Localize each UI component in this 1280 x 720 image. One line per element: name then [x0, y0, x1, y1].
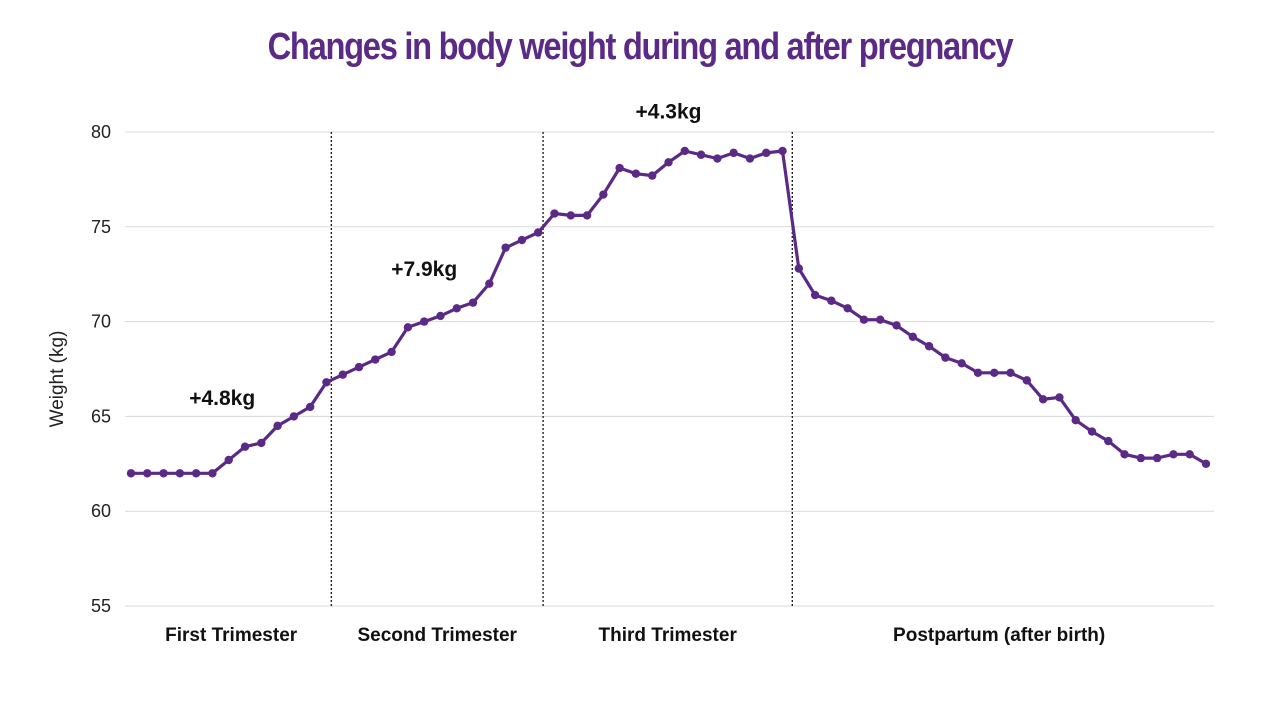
data-point [664, 158, 673, 167]
weight-line [129, 149, 1208, 475]
data-point [550, 209, 559, 218]
data-point [631, 169, 641, 178]
data-point [338, 370, 347, 379]
weight-gain-annotation: +7.9kg [391, 258, 457, 281]
data-point [305, 402, 315, 412]
data-point [599, 190, 608, 199]
data-point [387, 347, 396, 357]
data-point [1120, 450, 1129, 459]
data-point [680, 146, 689, 156]
data-point [485, 279, 494, 288]
data-point [843, 304, 852, 313]
data-point [501, 243, 510, 252]
data-point [1022, 376, 1032, 385]
data-point [1169, 450, 1178, 459]
data-point [566, 211, 575, 220]
data-point [696, 150, 706, 159]
data-point [827, 296, 836, 305]
phase-labels: First Trimester Second Trimester Third Tri… [165, 625, 1105, 646]
data-point [533, 228, 543, 237]
data-point [159, 469, 168, 478]
y-tick-label: 70 [91, 312, 111, 332]
data-point [224, 455, 233, 465]
data-point [354, 362, 364, 372]
data-point [810, 290, 820, 300]
data-point [419, 317, 429, 326]
data-point [1055, 393, 1064, 402]
data-point [876, 315, 885, 324]
data-point [436, 311, 445, 321]
data-point [745, 154, 755, 163]
data-point [126, 469, 136, 478]
data-point [517, 235, 527, 245]
page-title: Changes in body weight during and after … [267, 26, 1014, 68]
data-point [468, 298, 478, 307]
data-point [713, 154, 722, 163]
phase-label: Second Trimester [357, 625, 517, 646]
data-point [1185, 450, 1194, 459]
data-point [762, 148, 771, 158]
data-point [322, 378, 331, 387]
data-point [1038, 395, 1048, 404]
y-axis: 55 60 65 70 75 80 Weight (kg) [47, 122, 111, 616]
phase-dividers [330, 132, 793, 606]
data-point [924, 342, 934, 351]
data-point [582, 211, 592, 220]
data-point [908, 332, 918, 341]
y-tick-label: 75 [91, 217, 111, 237]
weight-gain-annotation: +4.3kg [636, 101, 702, 124]
data-point [615, 163, 624, 173]
phase-label: First Trimester [165, 625, 298, 646]
data-point [778, 146, 787, 156]
data-point [892, 321, 901, 330]
y-tick-label: 80 [91, 122, 111, 142]
weight-gain-annotation: +4.8kg [189, 387, 255, 410]
y-tick-label: 65 [91, 406, 111, 426]
data-point [143, 469, 152, 478]
data-point [1136, 453, 1146, 463]
data-point [648, 171, 657, 180]
data-point [941, 353, 950, 362]
data-point [273, 421, 282, 431]
y-tick-label: 60 [91, 501, 111, 521]
data-point [1071, 415, 1080, 425]
data-point [957, 359, 966, 368]
data-point [1152, 453, 1162, 463]
data-point [973, 368, 983, 377]
phase-label: Postpartum (after birth) [893, 625, 1105, 646]
data-point [208, 469, 217, 478]
data-point [257, 438, 266, 448]
data-point [371, 355, 380, 364]
data-point [240, 442, 250, 451]
data-point [1006, 368, 1015, 377]
data-point [1087, 427, 1097, 436]
data-point [175, 469, 185, 478]
data-point [990, 368, 999, 377]
grid-lines [125, 131, 1214, 607]
data-point [794, 264, 804, 273]
data-point [859, 315, 869, 324]
annotations: +4.8kg +7.9kg +4.3kg [189, 101, 701, 410]
data-point [1104, 436, 1113, 446]
data-point [289, 412, 299, 421]
data-point [1201, 459, 1211, 468]
data-point [191, 469, 201, 478]
y-axis-label: Weight (kg) [47, 331, 68, 428]
data-point [403, 323, 413, 332]
phase-label: Third Trimester [599, 625, 738, 646]
data-point [452, 304, 461, 313]
y-tick-label: 55 [91, 596, 111, 616]
weight-series [126, 146, 1211, 478]
data-point [729, 148, 738, 158]
